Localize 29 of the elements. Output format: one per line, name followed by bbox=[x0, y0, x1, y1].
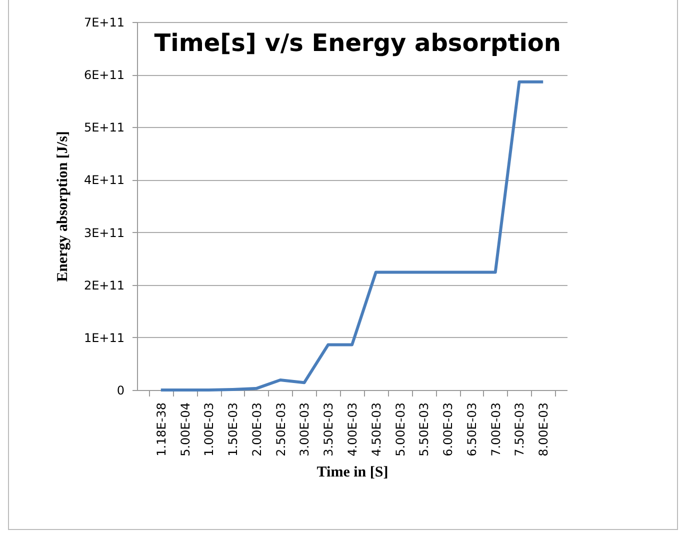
x-tick-label: 4.50E-03 bbox=[369, 402, 384, 456]
y-tick-label: 4E+11 bbox=[84, 173, 124, 188]
line-series bbox=[159, 80, 545, 392]
y-tick-label: 7E+11 bbox=[84, 16, 124, 30]
x-tick-label: 4.00E-03 bbox=[346, 402, 360, 456]
x-tick-label: 1.18E-38 bbox=[154, 402, 168, 456]
y-tick-label: 1E+11 bbox=[84, 330, 124, 345]
x-tick-label: 5.00E-03 bbox=[393, 402, 408, 456]
y-tick-label: 5E+11 bbox=[84, 120, 124, 135]
x-tick-label: 1.50E-03 bbox=[226, 402, 240, 456]
x-tick-label: 3.50E-03 bbox=[322, 402, 336, 456]
x-tick-label: 5.00E-04 bbox=[178, 402, 192, 456]
x-tick-label: 6.00E-03 bbox=[441, 402, 456, 456]
x-tick-label: 7.50E-03 bbox=[512, 402, 527, 456]
x-tick-label: 6.50E-03 bbox=[464, 402, 479, 456]
y-tick-label: 3E+11 bbox=[84, 226, 124, 240]
y-tick-label: 6E+11 bbox=[84, 68, 124, 82]
x-tick-label: 5.50E-03 bbox=[417, 402, 432, 456]
y-tick-label: 2E+11 bbox=[84, 278, 124, 292]
x-tick-label: 2.00E-03 bbox=[250, 402, 264, 456]
chart-title: Time[s] v/s Energy absorption bbox=[154, 29, 561, 57]
x-tick-label: 1.00E-03 bbox=[202, 402, 216, 456]
x-tick-label: 8.00E-03 bbox=[536, 402, 551, 456]
y-axis-title: Energy absorption [J/s] bbox=[54, 131, 71, 282]
x-tick-label: 2.50E-03 bbox=[274, 402, 288, 456]
y-tick-label: 0 bbox=[116, 384, 124, 398]
x-axis-title: Time in [S] bbox=[316, 464, 388, 480]
x-tick-label: 7.00E-03 bbox=[488, 402, 503, 456]
x-tick-label: 3.00E-03 bbox=[298, 402, 312, 456]
